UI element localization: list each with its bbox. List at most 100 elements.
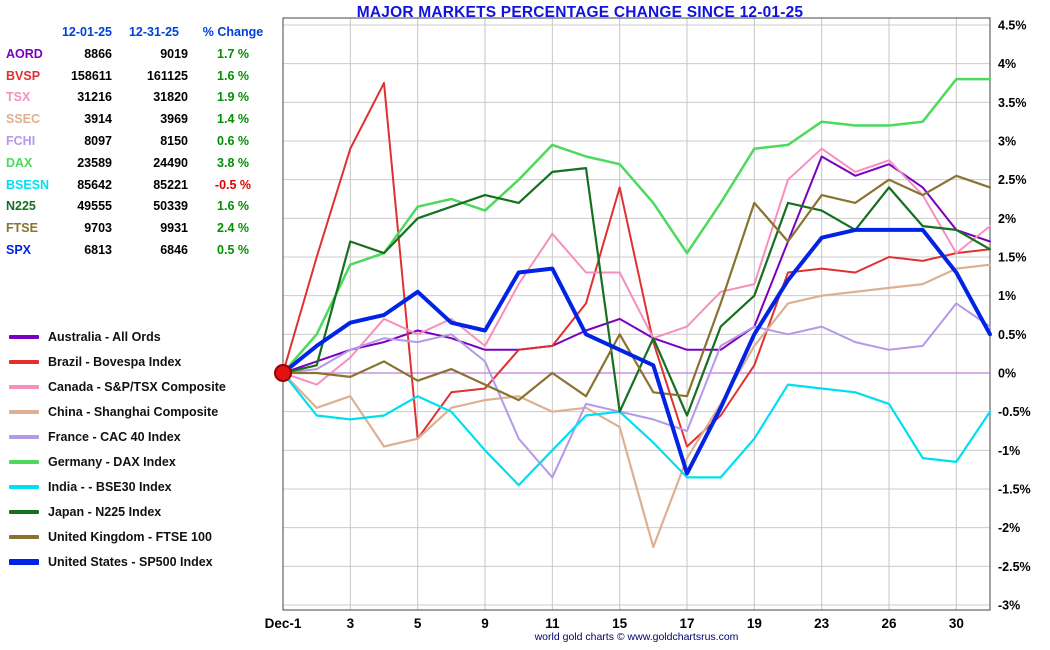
legend-swatch-9 [9, 558, 39, 565]
stats-start-FTSE: 9703 [84, 221, 112, 236]
plot-border [282, 17, 991, 611]
stats-start-TSX: 31216 [77, 90, 112, 105]
legend-label-4: France - CAC 40 Index [48, 429, 181, 444]
origin-marker-dot [274, 364, 292, 382]
series-line-FTSE [281, 174, 992, 402]
legend-swatch-5 [9, 459, 39, 464]
legend-item-0: Australia - All Ords [9, 324, 226, 349]
y-tick-label: 3.5% [998, 96, 1027, 110]
stats-end-N225: 50339 [153, 199, 188, 214]
series-line-SPX [281, 227, 992, 476]
legend-swatch-6 [9, 484, 39, 489]
stats-change-N225: 1.6 % [217, 199, 249, 214]
stats-symbol-N225: N225 [6, 199, 36, 214]
legend-swatch-0 [9, 334, 39, 339]
legend-item-8: United Kingdom - FTSE 100 [9, 524, 226, 549]
legend-label-9: United States - SP500 Index [48, 554, 213, 569]
legend-swatch-3 [9, 409, 39, 414]
legend: Australia - All Ords Brazil - Bovespa Ind… [9, 324, 226, 574]
stats-change-DAX: 3.8 % [217, 155, 249, 170]
x-tick-label: 15 [612, 616, 628, 631]
x-tick-label: 11 [545, 616, 560, 631]
x-tick-label: 23 [814, 616, 830, 631]
series-line-BSESN [281, 371, 992, 487]
stats-end-BSESN: 85221 [153, 177, 188, 192]
legend-item-5: Germany - DAX Index [9, 449, 226, 474]
footer-credit: world gold charts © www.goldchartsrus.co… [534, 631, 739, 643]
legend-swatch-7 [9, 509, 39, 514]
x-tick-label: 3 [347, 616, 355, 631]
y-tick-label: -1% [998, 444, 1020, 458]
y-tick-label: -2.5% [998, 560, 1031, 574]
stats-symbol-AORD: AORD [6, 46, 43, 61]
legend-swatch-8 [9, 534, 39, 539]
series-line-AORD [282, 155, 991, 374]
y-tick-label: -1.5% [998, 483, 1031, 497]
legend-item-2: Canada - S&P/TSX Composite [9, 374, 226, 399]
y-tick-label: 0.5% [998, 328, 1027, 342]
stats-end-FTSE: 9931 [160, 221, 188, 236]
legend-label-1: Brazil - Bovespa Index [48, 354, 182, 369]
y-tick-label: 0% [998, 367, 1016, 381]
stats-end-DAX: 24490 [153, 155, 188, 170]
legend-item-9: United States - SP500 Index [9, 549, 226, 574]
x-tick-label: Dec-1 [265, 616, 302, 631]
stats-change-TSX: 1.9 % [217, 90, 249, 105]
stats-symbol-FCHI: FCHI [6, 133, 36, 148]
legend-label-6: India - - BSE30 Index [48, 479, 172, 494]
stats-change-BSESN: -0.5 % [214, 177, 252, 192]
stats-table: 12-01-25 12-31-25 % Change AORD 8866 9019 1.7 … [4, 22, 274, 262]
y-tick-label: 4.5% [998, 19, 1027, 33]
series-line-TSX [282, 147, 991, 386]
legend-item-3: China - Shanghai Composite [9, 399, 226, 424]
stats-change-SSEC: 1.4 % [217, 112, 249, 127]
legend-item-7: Japan - N225 Index [9, 499, 226, 524]
legend-item-1: Brazil - Bovespa Index [9, 349, 226, 374]
legend-label-7: Japan - N225 Index [48, 504, 162, 519]
y-tick-label: -2% [998, 521, 1020, 535]
stats-start-BVSP: 158611 [70, 68, 112, 83]
stats-start-BSESN: 85642 [77, 177, 112, 192]
chart-title: MAJOR MARKETS PERCENTAGE CHANGE SINCE 12… [356, 4, 804, 21]
stats-end-FCHI: 8150 [160, 133, 188, 148]
stats-start-FCHI: 8097 [84, 133, 112, 148]
legend-label-2: Canada - S&P/TSX Composite [48, 379, 226, 394]
stats-end-SPX: 6846 [160, 242, 188, 257]
x-tick-label: 17 [679, 616, 694, 631]
stats-start-DAX: 23589 [77, 155, 112, 170]
legend-label-8: United Kingdom - FTSE 100 [48, 529, 212, 544]
y-tick-label: 2% [998, 212, 1016, 226]
stats-end-AORD: 9019 [160, 46, 188, 61]
stats-end-TSX: 31820 [153, 90, 188, 105]
stats-symbol-BSESN: BSESN [6, 177, 50, 192]
series-line-BVSP [282, 82, 991, 448]
stats-end-SSEC: 3969 [160, 112, 188, 127]
x-tick-label: 30 [949, 616, 964, 631]
legend-swatch-1 [9, 359, 39, 364]
stats-symbol-BVSP: BVSP [6, 68, 41, 83]
stats-start-SPX: 6813 [84, 242, 112, 257]
legend-swatch-2 [9, 384, 39, 389]
y-tick-label: 2.5% [998, 173, 1027, 187]
stats-symbol-FTSE: FTSE [6, 221, 38, 236]
stats-header-2: % Change [202, 25, 264, 39]
series-line-DAX [281, 77, 992, 375]
stats-change-BVSP: 1.6 % [217, 68, 249, 83]
series-line-SSEC [281, 263, 992, 549]
stats-symbol-TSX: TSX [6, 90, 31, 105]
x-tick-label: 19 [747, 616, 762, 631]
y-tick-label: -0.5% [998, 405, 1031, 419]
x-tick-label: 26 [881, 616, 897, 631]
legend-label-3: China - Shanghai Composite [48, 404, 219, 419]
stats-symbol-SSEC: SSEC [6, 112, 41, 127]
stats-end-BVSP: 161125 [146, 68, 188, 83]
stats-start-N225: 49555 [77, 199, 112, 214]
stats-header-0: 12-01-25 [61, 25, 113, 39]
stats-header-1: 12-31-25 [128, 25, 180, 39]
legend-label-5: Germany - DAX Index [48, 454, 176, 469]
stats-change-AORD: 1.7 % [217, 46, 249, 61]
stats-change-SPX: 0.5 % [217, 242, 249, 257]
stats-symbol-DAX: DAX [6, 155, 33, 170]
